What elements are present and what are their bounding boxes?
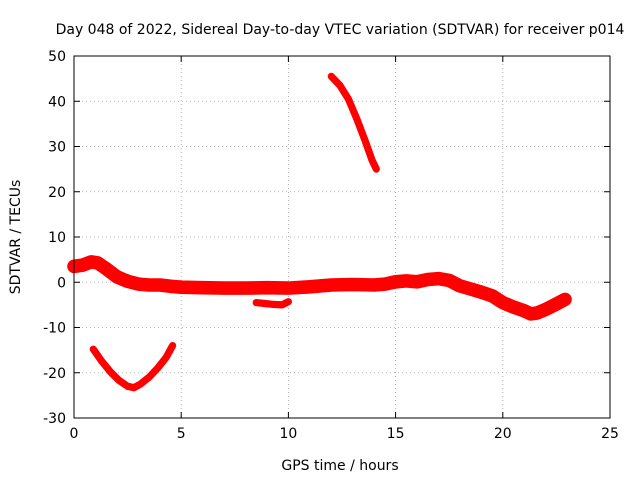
y-tick-label: 50	[48, 49, 66, 65]
series-descent	[327, 72, 380, 173]
x-tick-label: 10	[279, 426, 297, 442]
series-layer	[67, 72, 572, 392]
y-tick-label: -20	[43, 366, 66, 382]
chart-title: Day 048 of 2022, Sidereal Day-to-day VTE…	[56, 22, 625, 38]
series-main	[67, 255, 572, 321]
x-tick-label: 25	[601, 426, 619, 442]
ticks: 0 5 10 15 20 25 -30 -20 -10 0 10 20 30 40 50	[43, 49, 619, 442]
y-tick-label: 30	[48, 140, 66, 156]
x-tick-label: 5	[177, 426, 186, 442]
y-tick-label: 0	[57, 275, 66, 291]
y-tick-label: 10	[48, 230, 66, 246]
y-tick-label: 40	[48, 94, 66, 110]
y-tick-label: -10	[43, 321, 66, 337]
y-axis-label: SDTVAR / TECUs	[8, 180, 24, 295]
grid	[74, 56, 610, 418]
y-tick-label: -30	[43, 411, 66, 427]
x-axis-label: GPS time / hours	[281, 458, 398, 474]
series-arc-low	[89, 342, 177, 392]
x-tick-label: 20	[494, 426, 512, 442]
y-tick-label: 20	[48, 185, 66, 201]
series-segment-9h	[252, 298, 292, 309]
x-tick-label: 15	[387, 426, 405, 442]
x-tick-label: 0	[70, 426, 79, 442]
